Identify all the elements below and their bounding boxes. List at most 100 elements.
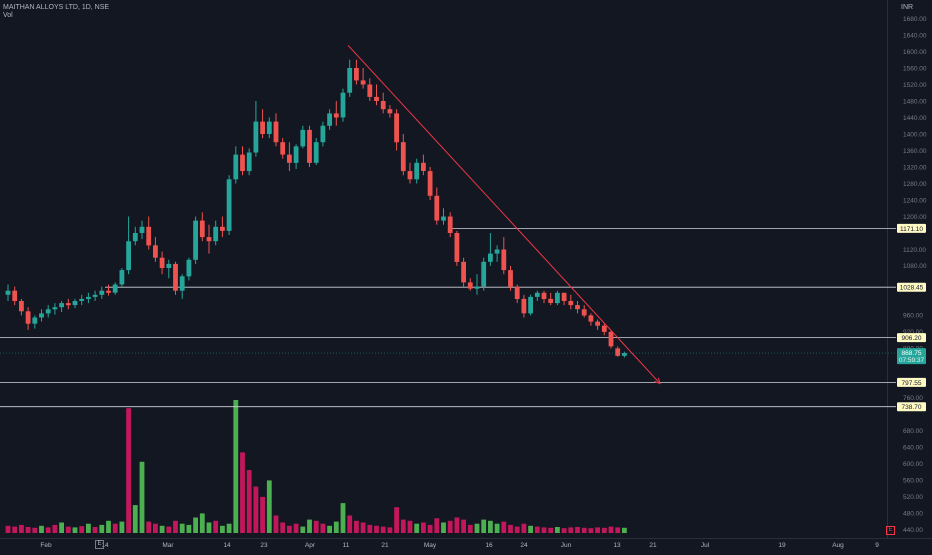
volume-bar: [72, 527, 78, 533]
trendline-arrowhead: [654, 377, 661, 385]
time-tick-label: 24: [520, 542, 528, 549]
time-tick-label: May: [424, 542, 437, 549]
time-tick-label: 14: [223, 542, 231, 549]
trendline-drawing[interactable]: [347, 44, 661, 385]
volume-bar: [246, 470, 252, 533]
volume-bar: [394, 507, 399, 533]
volume-bar: [387, 527, 393, 533]
candle-body: [494, 249, 500, 254]
candle-body: [575, 305, 580, 310]
candle-body: [354, 68, 359, 81]
price-tick-label: 1360.00: [903, 148, 927, 155]
candle-body: [32, 317, 38, 324]
candle-body: [179, 276, 185, 291]
volume-bar: [608, 526, 614, 533]
candle-body: [568, 301, 574, 306]
price-tick-label: 1640.00: [903, 32, 927, 39]
candle-body: [360, 80, 366, 85]
price-level-tag: [897, 377, 926, 387]
candle-body: [380, 101, 386, 110]
candle-body: [159, 257, 165, 268]
candle-body: [528, 296, 533, 314]
time-tick-label: 14: [101, 542, 109, 549]
candle-body: [414, 162, 420, 180]
price-tick-label: 1560.00: [903, 65, 927, 72]
candle-body: [615, 348, 621, 356]
candle-body: [273, 121, 279, 143]
volume-bar: [421, 522, 426, 533]
candle-body: [488, 253, 493, 262]
volume-bar: [441, 522, 446, 533]
price-level-tag: [897, 402, 926, 412]
price-tick-label: 600.00: [903, 461, 923, 468]
volume-bar: [447, 520, 453, 533]
volume-bar: [521, 523, 527, 533]
volume-bars: [5, 400, 627, 533]
volume-bar: [199, 513, 205, 533]
time-tick-label: 21: [381, 542, 389, 549]
candle-body: [240, 154, 245, 172]
volume-bar: [534, 526, 540, 533]
volume-bar: [206, 522, 212, 533]
candle-body: [19, 301, 24, 312]
earnings-marker-left[interactable]: E: [95, 540, 104, 549]
candle-body: [347, 68, 353, 93]
volume-bar: [86, 523, 91, 533]
volume-bar: [39, 525, 44, 533]
last-price-label: 868.75: [902, 350, 922, 357]
volume-bar: [126, 408, 131, 533]
volume-bar: [541, 527, 547, 533]
candle-body: [461, 261, 466, 283]
earnings-marker-right[interactable]: E: [886, 526, 895, 535]
candle-body: [112, 284, 118, 293]
price-level-tag: [897, 282, 926, 292]
candle-body: [588, 315, 594, 322]
volume-bar: [25, 527, 31, 533]
time-tick-label: 11: [343, 542, 350, 549]
volume-bar: [59, 522, 64, 533]
time-axis-ticks[interactable]: Feb 14 Mar 14 23 Apr 11 21 May 16 24 Jun 13 21 Jul 19 Au…: [40, 542, 879, 549]
volume-bar: [555, 527, 560, 533]
volume-bar: [488, 520, 493, 533]
candle-body: [608, 331, 614, 347]
candle-body: [199, 220, 205, 238]
volume-bar: [380, 526, 386, 533]
time-tick-label: Aug: [832, 542, 844, 549]
candle-body: [514, 286, 520, 299]
volume-bar: [367, 524, 373, 533]
price-level-label: 1028.45: [900, 285, 924, 292]
trendline: [347, 44, 661, 384]
volume-bar: [474, 523, 480, 533]
volume-bar: [548, 527, 554, 533]
volume-bar: [92, 527, 98, 533]
volume-bar: [514, 526, 520, 533]
price-axis-ticks[interactable]: 440.00 480.00 520.00 560.00 600.00 640.00 680.…: [903, 16, 927, 534]
candle-body: [233, 154, 239, 180]
volume-bar: [407, 520, 413, 533]
candle-body: [193, 220, 198, 260]
volume-bar: [266, 480, 272, 533]
candle-body: [153, 245, 158, 258]
volume-bar: [508, 524, 513, 533]
last-price-countdown: 07:59:37: [899, 357, 925, 364]
candle-body: [467, 282, 473, 289]
volume-indicator-label[interactable]: Vol: [3, 12, 13, 19]
price-tick-label: 1680.00: [903, 16, 927, 23]
volume-bar: [581, 527, 587, 533]
volume-bar: [340, 503, 346, 533]
candle-body: [581, 309, 587, 316]
candle-body: [119, 270, 125, 285]
volume-bar: [601, 527, 607, 533]
candle-body: [287, 154, 292, 163]
candle-body: [474, 286, 480, 289]
volume-bar: [427, 524, 433, 533]
time-tick-label: Feb: [40, 542, 52, 549]
symbol-title[interactable]: MAITHAN ALLOYS LTD, 1D, NSE: [3, 4, 110, 11]
volume-bar: [494, 523, 500, 533]
currency-label[interactable]: INR: [901, 4, 914, 11]
price-tick-label: 640.00: [903, 445, 923, 452]
horizontal-levels[interactable]: 1171.10 1028.45 906.20 797.55 738.70: [0, 220, 926, 412]
